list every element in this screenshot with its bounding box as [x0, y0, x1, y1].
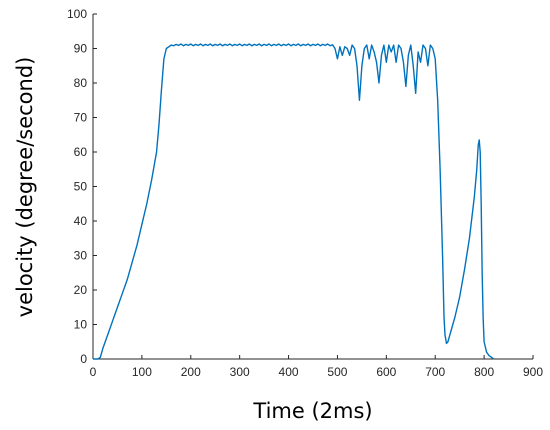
- y-tick-label: 50: [74, 180, 88, 194]
- x-axis-title: Time (2ms): [252, 399, 372, 423]
- y-tick-label: 30: [74, 249, 88, 263]
- x-tick-label: 400: [279, 365, 299, 379]
- x-tick-label: 0: [90, 365, 97, 379]
- axes: 0 100 200 300 400 500 600 700 800 900 0 10 20 30 40 50 6…: [67, 7, 543, 379]
- x-tick-label: 300: [230, 365, 250, 379]
- y-tick-label: 10: [74, 318, 88, 332]
- y-tick-label: 70: [74, 111, 88, 125]
- y-tick-label: 90: [74, 42, 88, 56]
- series-line: [93, 43, 495, 360]
- x-tick-label: 900: [523, 365, 543, 379]
- x-tick-label: 600: [376, 365, 396, 379]
- y-axis-title: velocity (degree/second): [13, 57, 37, 318]
- x-tick-label: 100: [132, 365, 152, 379]
- x-tick-label: 500: [327, 365, 347, 379]
- y-tick-label: 20: [74, 283, 88, 297]
- x-tick-label: 200: [181, 365, 201, 379]
- x-tick-label: 700: [425, 365, 445, 379]
- y-tick-label: 0: [80, 352, 87, 366]
- series-group: [93, 43, 495, 360]
- y-tick-label: 60: [74, 145, 88, 159]
- x-tick-label: 800: [474, 365, 494, 379]
- y-tick-label: 80: [74, 76, 88, 90]
- y-tick-label: 40: [74, 214, 88, 228]
- y-tick-label: 100: [67, 7, 87, 21]
